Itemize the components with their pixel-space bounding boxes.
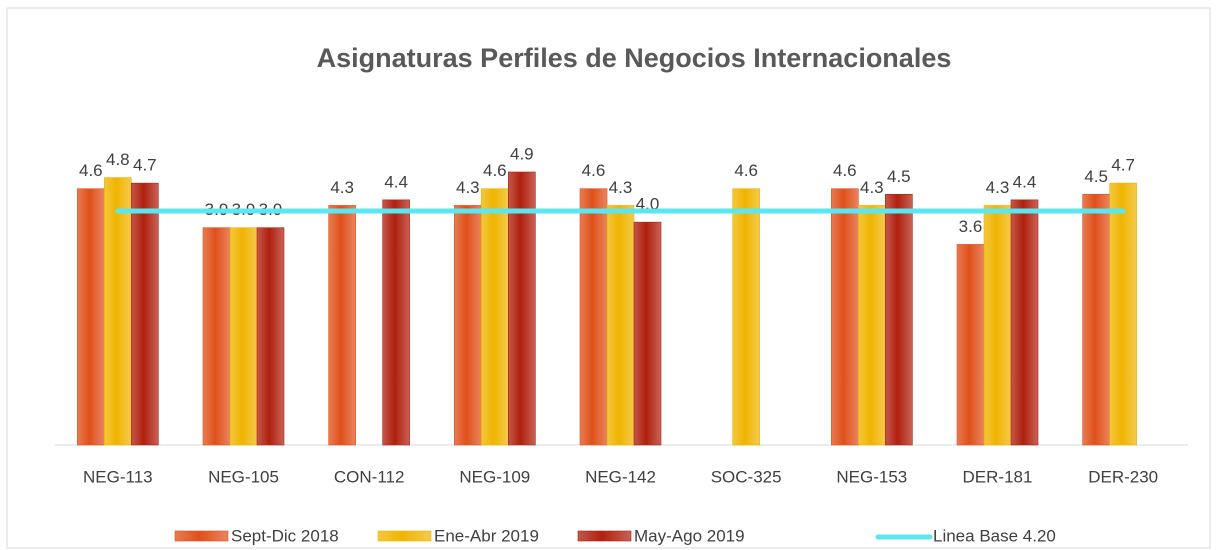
chart-title: Asignaturas Perfiles de Negocios Interna… xyxy=(317,43,952,73)
bar xyxy=(858,205,886,446)
legend-swatch xyxy=(174,530,229,542)
data-label: 4.3 xyxy=(860,178,884,197)
data-label: 4.4 xyxy=(1013,172,1037,191)
data-label: 4.6 xyxy=(734,161,758,180)
x-tick-label: CON-112 xyxy=(334,467,405,486)
bar xyxy=(831,188,859,446)
legend-label: Sept-Dic 2018 xyxy=(231,526,339,545)
data-label: 3.6 xyxy=(959,217,983,236)
bar xyxy=(131,182,159,446)
data-label: 4.6 xyxy=(483,161,507,180)
bar xyxy=(229,227,258,446)
bar xyxy=(1010,199,1039,446)
data-label: 4.6 xyxy=(582,161,606,180)
data-label: 4.7 xyxy=(133,156,157,175)
data-label: 4.4 xyxy=(384,172,408,191)
data-label: 4.6 xyxy=(79,161,103,180)
data-label: 4.5 xyxy=(1084,167,1108,186)
data-label: 4.7 xyxy=(1111,156,1135,175)
bar xyxy=(579,188,608,446)
data-label: 4.5 xyxy=(887,167,911,186)
bar xyxy=(454,205,482,446)
x-tick-label: DER-181 xyxy=(963,467,1033,486)
bar xyxy=(885,193,913,446)
bar xyxy=(481,188,509,446)
bar xyxy=(606,205,635,446)
legend-label: Linea Base 4.20 xyxy=(933,526,1056,545)
x-tick-label: NEG-142 xyxy=(585,467,656,486)
x-tick-label: NEG-113 xyxy=(83,467,153,486)
bar xyxy=(202,227,231,446)
bar xyxy=(1109,182,1137,446)
legend-label: May-Ago 2019 xyxy=(634,526,745,545)
bar xyxy=(382,199,410,446)
data-label: 4.9 xyxy=(510,144,534,163)
legend-swatch xyxy=(577,530,632,542)
bar xyxy=(732,188,760,446)
bar xyxy=(983,205,1012,446)
bar xyxy=(328,205,356,446)
bar xyxy=(508,171,536,446)
x-tick-label: SOC-325 xyxy=(711,467,782,486)
legend-swatch xyxy=(377,530,432,542)
data-label: 4.3 xyxy=(609,178,633,197)
bar xyxy=(104,177,132,446)
data-label: 4.6 xyxy=(833,161,857,180)
data-label: 4.3 xyxy=(330,178,354,197)
data-label: 4.3 xyxy=(456,178,480,197)
bar xyxy=(633,221,662,446)
bar xyxy=(256,227,285,446)
x-tick-label: NEG-105 xyxy=(208,467,279,486)
bar xyxy=(77,188,105,446)
bar xyxy=(956,244,985,446)
x-tick-label: NEG-153 xyxy=(836,467,907,486)
legend-label: Ene-Abr 2019 xyxy=(434,526,539,545)
bar xyxy=(1082,193,1110,446)
x-tick-label: NEG-109 xyxy=(459,467,530,486)
x-tick-label: DER-230 xyxy=(1088,467,1158,486)
data-label: 4.8 xyxy=(106,150,130,169)
data-label: 4.3 xyxy=(986,178,1010,197)
